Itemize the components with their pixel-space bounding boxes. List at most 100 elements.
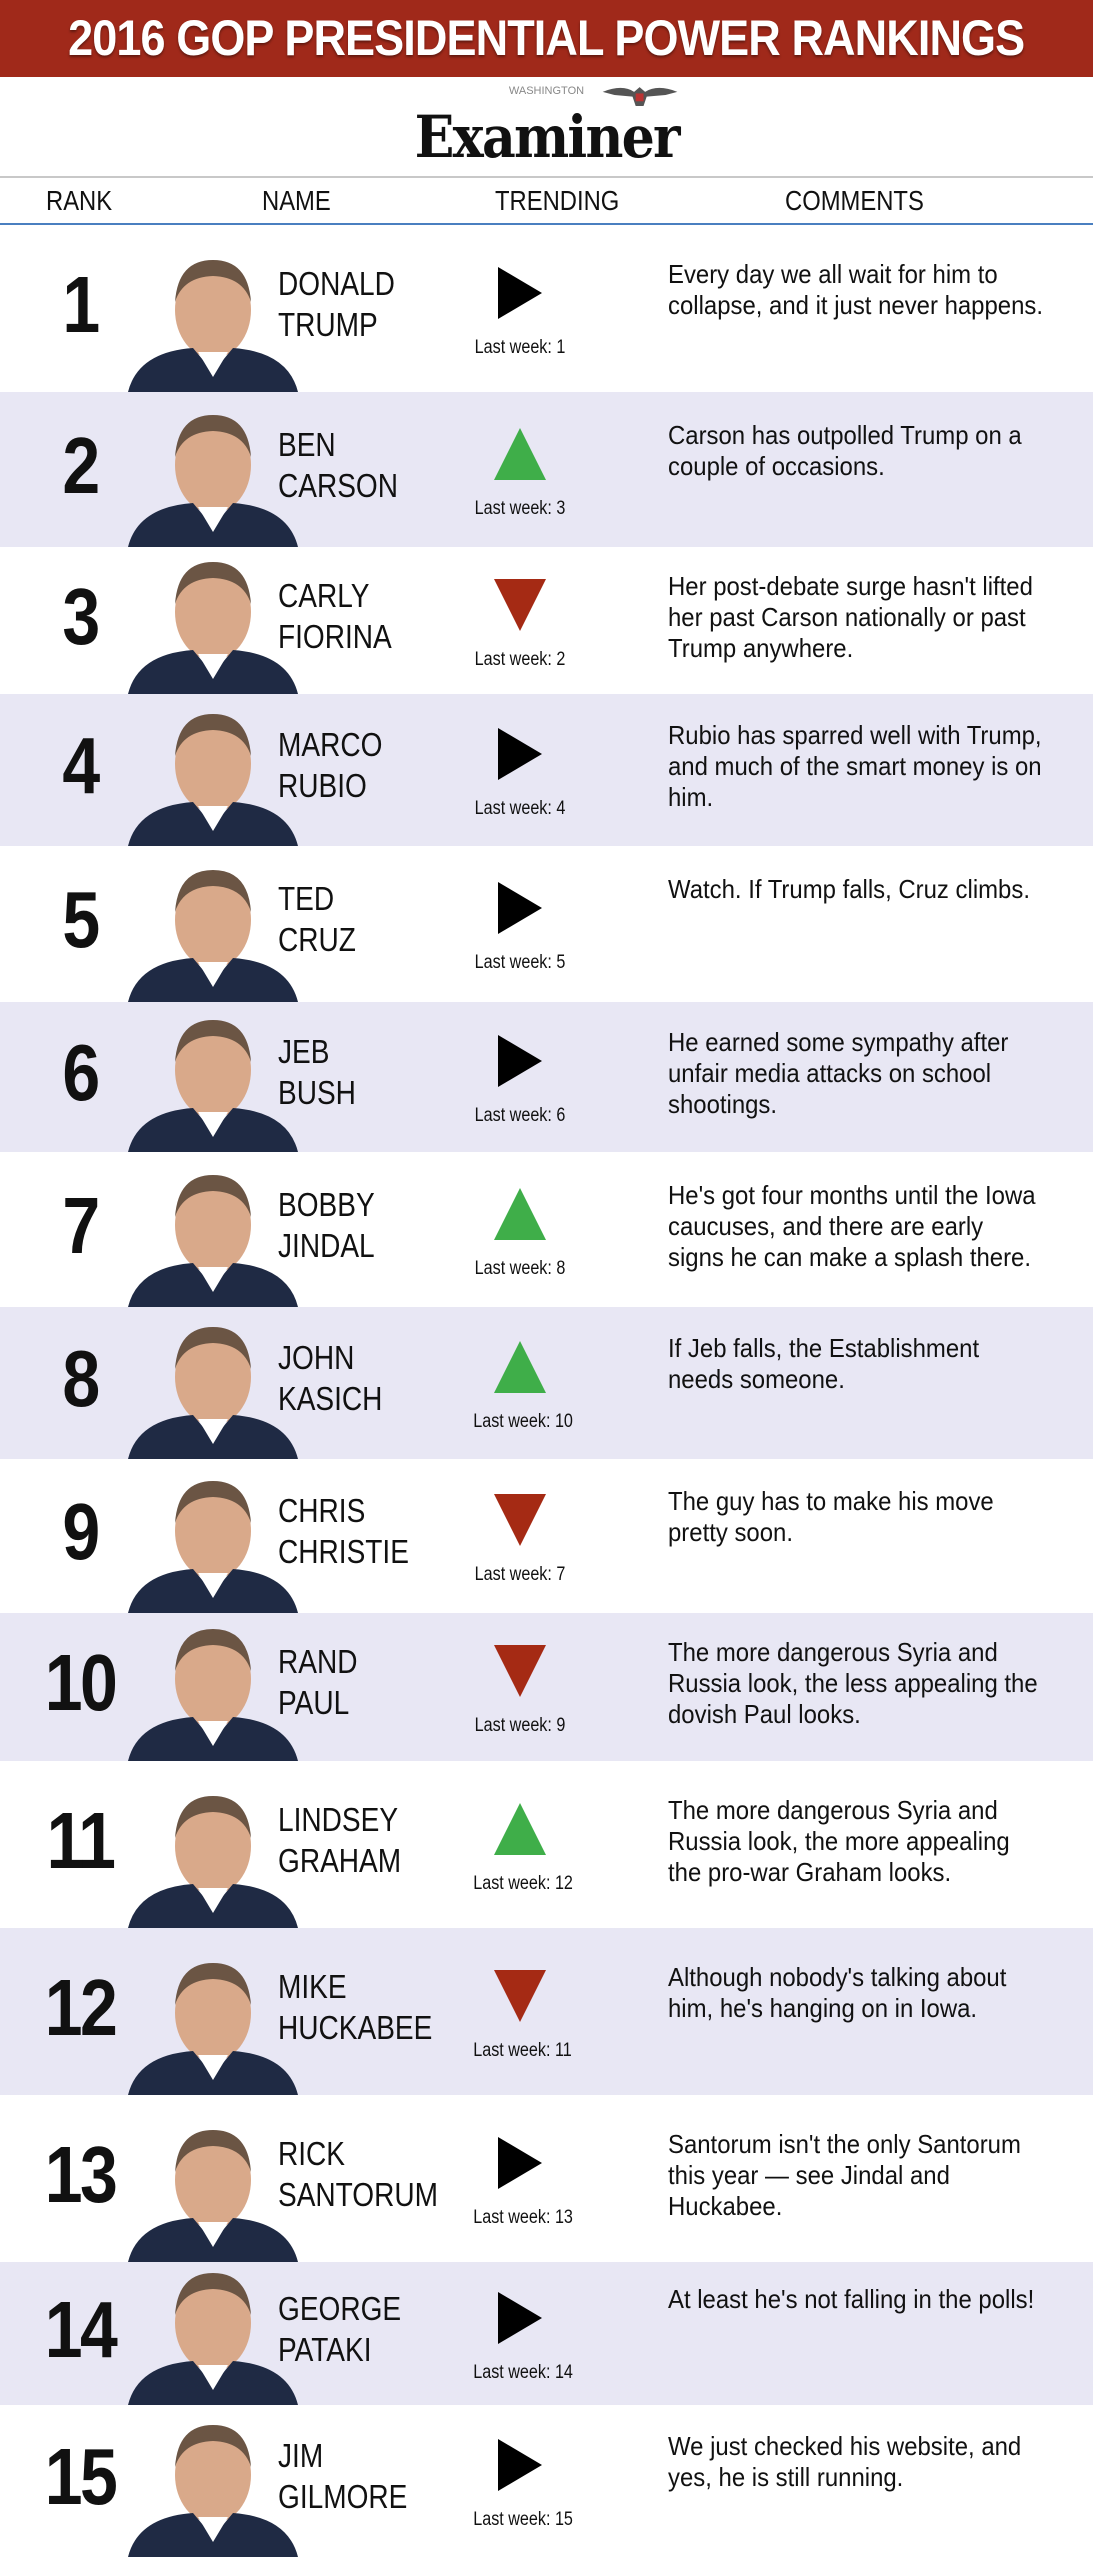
first-name: BEN <box>278 425 336 463</box>
last-week: Last week: 9 <box>474 1715 566 1736</box>
candidate-photo <box>128 1629 298 1761</box>
candidate-name: CHRIS CHRISTIE <box>278 1490 431 1572</box>
play-arrow-icon <box>498 2136 542 2189</box>
candidate-photo <box>128 1796 298 1928</box>
logo-text: Examiner <box>414 103 680 171</box>
play-arrow-icon <box>498 882 542 934</box>
last-name: GRAHAM <box>278 1841 402 1879</box>
last-week: Last week: 14 <box>473 2361 573 2383</box>
candidate-photo <box>128 415 298 547</box>
candidate-photo <box>128 2130 298 2262</box>
page-title-banner: 2016 GOP PRESIDENTIAL POWER RANKINGS <box>0 0 1093 77</box>
ranking-row: 14 GEORGE PATAKI Last week: 14 At least he's… <box>0 2262 1093 2405</box>
candidate-photo <box>128 1175 298 1307</box>
rank-number: 12 <box>44 1962 118 2052</box>
candidate-name: RICK SANTORUM <box>278 2133 439 2215</box>
last-name: PAUL <box>278 1684 350 1721</box>
rank-number: 8 <box>62 1334 100 1423</box>
rank-number: 14 <box>44 2284 118 2374</box>
candidate-name: BOBBY JINDAL <box>278 1184 431 1266</box>
comment: Watch. If Trump falls, Cruz climbs. <box>668 874 1030 904</box>
down-triangle-icon <box>494 1645 546 1697</box>
last-name: JINDAL <box>278 1226 375 1264</box>
first-name: TED <box>278 880 335 917</box>
col-rank: RANK <box>46 185 113 216</box>
last-name: SANTORUM <box>278 2175 439 2213</box>
candidate-name: JIM GILMORE <box>278 2435 431 2517</box>
comment: Her post-debate surge hasn't lifted her … <box>668 570 1033 663</box>
last-name: CHRISTIE <box>278 1533 409 1570</box>
comment: Santorum isn't the only Santorum this ye… <box>668 2128 1021 2221</box>
candidate-name: TED CRUZ <box>278 878 431 960</box>
first-name: CARLY <box>278 576 370 614</box>
last-week: Last week: 13 <box>473 2206 573 2228</box>
last-week: Last week: 2 <box>474 648 566 670</box>
rank-number: 6 <box>62 1028 100 1117</box>
comment: He's got four months until the Iowa cauc… <box>668 1179 1036 1272</box>
rank-number: 13 <box>44 2129 118 2219</box>
rank-number: 9 <box>62 1487 100 1576</box>
candidate-name: RAND PAUL <box>278 1641 431 1723</box>
up-triangle-icon <box>494 1187 546 1240</box>
last-week: Last week: 12 <box>473 1872 573 1894</box>
rank-number: 1 <box>62 259 100 349</box>
comment: The more dangerous Syria and Russia look… <box>668 1637 1038 1729</box>
rank-number: 11 <box>46 1795 116 1885</box>
divider <box>0 223 1093 225</box>
comment: We just checked his website, and yes, he… <box>668 2431 1022 2492</box>
last-week: Last week: 10 <box>473 1411 573 1432</box>
washington-examiner-logo: WASHINGTON Examiner <box>0 84 1093 174</box>
last-week: Last week: 1 <box>474 336 566 358</box>
last-week: Last week: 4 <box>474 798 566 819</box>
ranking-row: 7 BOBBY JINDAL Last week: 8 He's got four mo… <box>0 1152 1093 1307</box>
last-name: FIORINA <box>278 617 392 655</box>
rank-number: 3 <box>62 571 100 661</box>
comment: Carson has outpolled Trump on a couple o… <box>668 419 1022 481</box>
ranking-row: 3 CARLY FIORINA Last week: 2 Her post-debate… <box>0 547 1093 694</box>
col-comments: COMMENTS <box>785 185 924 216</box>
candidate-name: CARLY FIORINA <box>278 575 431 657</box>
ranking-row: 13 RICK SANTORUM Last week: 13 Santorum isn'… <box>0 2095 1093 2262</box>
col-name: NAME <box>262 185 331 216</box>
candidate-name: DONALD TRUMP <box>278 263 431 345</box>
first-name: RAND <box>278 1643 358 1680</box>
first-name: BOBBY <box>278 1185 375 1223</box>
comment: He earned some sympathy after unfair med… <box>668 1027 1009 1119</box>
comment: The guy has to make his move pretty soon… <box>668 1486 994 1547</box>
ranking-row: 11 LINDSEY GRAHAM Last week: 12 The more dan… <box>0 1761 1093 1928</box>
play-arrow-icon <box>498 1035 542 1087</box>
last-name: PATAKI <box>278 2330 372 2368</box>
last-name: CARSON <box>278 466 399 504</box>
comment: The more dangerous Syria and Russia look… <box>668 1794 1010 1887</box>
candidate-name: MIKE HUCKABEE <box>278 1966 433 2048</box>
divider <box>0 176 1093 178</box>
first-name: LINDSEY <box>278 1800 399 1838</box>
up-triangle-icon <box>494 1802 546 1855</box>
page-title: 2016 GOP PRESIDENTIAL POWER RANKINGS <box>68 10 1025 66</box>
rank-number: 10 <box>44 1638 118 1727</box>
ranking-row: 10 RAND PAUL Last week: 9 The more dangerous… <box>0 1613 1093 1761</box>
candidate-photo <box>128 1020 298 1152</box>
column-headers: RANK NAME TRENDING COMMENTS <box>0 178 1093 224</box>
ranking-row: 2 BEN CARSON Last week: 3 Carson has outpoll… <box>0 392 1093 547</box>
ranking-row: 9 CHRIS CHRISTIE Last week: 7 The guy has to… <box>0 1459 1093 1613</box>
last-name: HUCKABEE <box>278 2008 433 2046</box>
first-name: DONALD <box>278 264 395 302</box>
rank-number: 2 <box>62 420 100 510</box>
candidate-photo <box>128 1327 298 1459</box>
candidate-photo <box>128 714 298 846</box>
last-week: Last week: 6 <box>474 1105 566 1126</box>
down-triangle-icon <box>494 1969 546 2022</box>
last-week: Last week: 8 <box>474 1257 566 1279</box>
eagle-icon <box>602 87 678 106</box>
last-name: CRUZ <box>278 921 356 958</box>
candidate-photo <box>128 870 298 1002</box>
candidate-photo <box>128 1481 298 1613</box>
play-arrow-icon <box>498 2439 542 2491</box>
last-week: Last week: 3 <box>474 497 566 519</box>
ranking-row: 5 TED CRUZ Last week: 5 Watch. If Trump fall… <box>0 846 1093 1002</box>
ranking-row: 6 JEB BUSH Last week: 6 He earned some sympa… <box>0 1002 1093 1152</box>
first-name: RICK <box>278 2134 346 2172</box>
up-triangle-icon <box>494 1341 546 1393</box>
rank-number: 7 <box>62 1180 100 1270</box>
